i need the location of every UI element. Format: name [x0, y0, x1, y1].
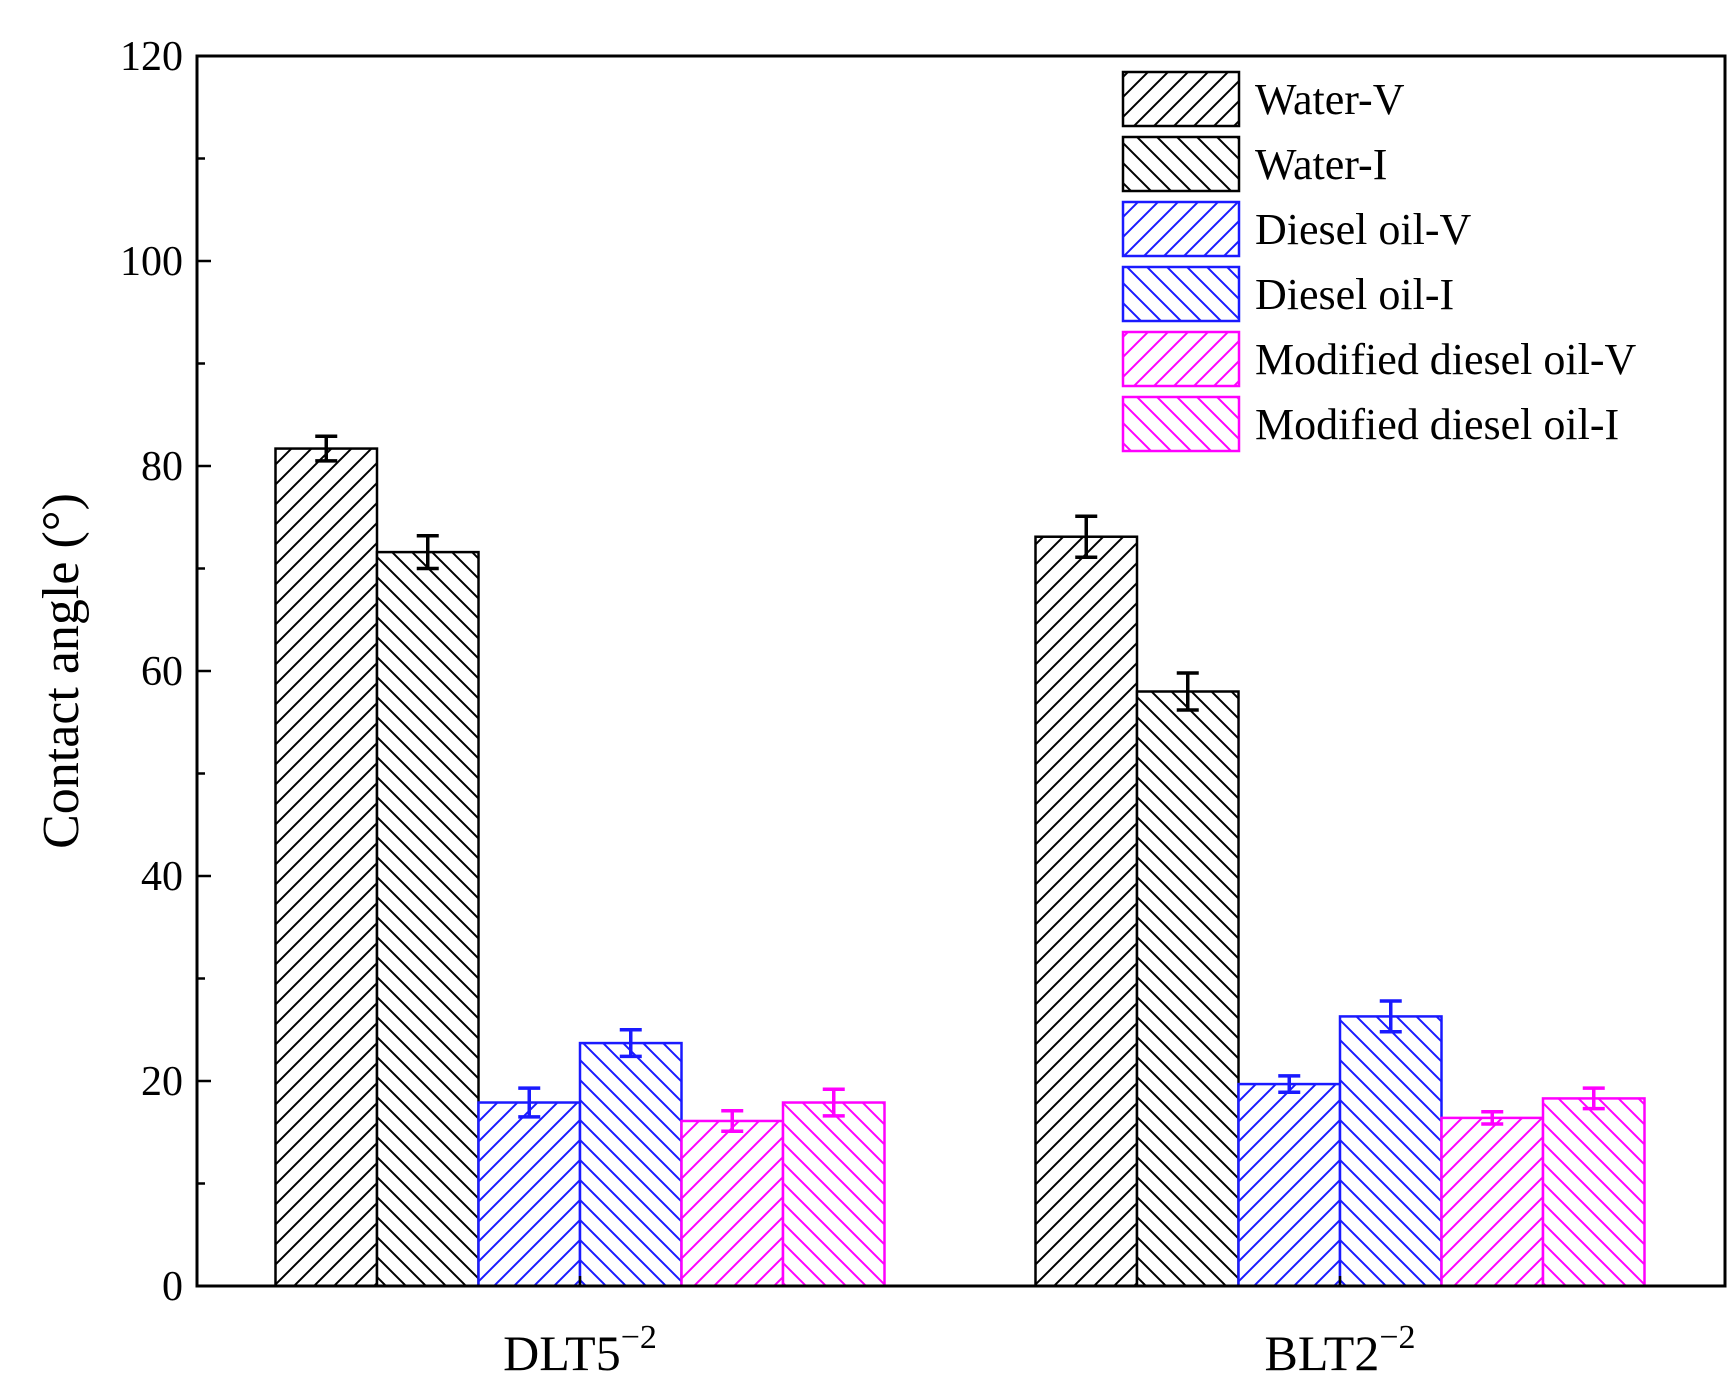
- error-bar-0-3: [619, 1028, 642, 1059]
- y-tick-label: 40: [141, 854, 183, 900]
- legend-swatch: [1121, 265, 1241, 323]
- x-axis: DLT5−2 BLT2−2: [503, 1276, 1416, 1381]
- bar-0-2: [477, 1101, 582, 1288]
- legend-label: Water-V: [1255, 75, 1405, 124]
- x-tick-label: DLT5−2: [503, 1319, 657, 1381]
- bar-1-0: [1034, 535, 1139, 1288]
- legend-label: Modified diesel oil-I: [1255, 400, 1619, 449]
- error-bar-1-4: [1481, 1110, 1504, 1126]
- bar-0-5: [781, 1101, 886, 1288]
- error-bar-1-2: [1278, 1074, 1301, 1095]
- legend-swatch: [1121, 330, 1241, 388]
- y-tick-label: 80: [141, 444, 183, 490]
- bar-0-0: [274, 447, 379, 1288]
- legend-label: Diesel oil-V: [1255, 205, 1472, 254]
- legend: Water-V Water-I Diesel oil-V Diesel oil-I Mo…: [1121, 70, 1636, 453]
- y-tick-label: 120: [120, 34, 183, 80]
- legend-item: Modified diesel oil-V: [1121, 330, 1636, 388]
- error-bar-1-1: [1176, 671, 1199, 712]
- legend-swatch: [1121, 200, 1241, 258]
- legend-item: Diesel oil-I: [1121, 265, 1454, 323]
- bar-0-3: [578, 1041, 683, 1288]
- legend-label: Diesel oil-I: [1255, 270, 1454, 319]
- legend-swatch: [1121, 395, 1241, 453]
- bars-layer: [274, 447, 1646, 1288]
- error-bar-0-4: [721, 1108, 744, 1133]
- x-tick-label: BLT2−2: [1264, 1319, 1415, 1381]
- legend-label: Modified diesel oil-V: [1255, 335, 1636, 384]
- legend-label: Water-I: [1255, 140, 1387, 189]
- error-bar-0-1: [416, 533, 439, 571]
- bar-1-5: [1541, 1097, 1646, 1288]
- error-bar-0-0: [315, 434, 338, 463]
- y-tick-label: 20: [141, 1059, 183, 1105]
- legend-item: Water-I: [1121, 135, 1387, 193]
- bar-0-1: [375, 550, 480, 1288]
- y-tick-label: 0: [162, 1264, 183, 1310]
- y-tick-label: 60: [141, 649, 183, 695]
- legend-item: Water-V: [1121, 70, 1405, 128]
- legend-item: Modified diesel oil-I: [1121, 395, 1619, 453]
- y-axis-label: Contact angle (°): [33, 493, 90, 849]
- legend-swatch: [1121, 135, 1241, 193]
- bar-1-2: [1237, 1082, 1342, 1288]
- error-bars-layer: [315, 434, 1605, 1133]
- error-bar-1-3: [1379, 999, 1402, 1034]
- error-bar-1-5: [1582, 1086, 1605, 1111]
- bar-1-4: [1440, 1116, 1545, 1288]
- y-tick-label: 100: [120, 239, 183, 285]
- error-bar-0-5: [822, 1087, 845, 1118]
- legend-item: Diesel oil-V: [1121, 200, 1472, 258]
- y-axis: 0 20 40 60 80 100 120: [120, 34, 211, 1310]
- bar-0-4: [680, 1119, 785, 1288]
- bar-1-3: [1338, 1015, 1443, 1288]
- legend-swatch: [1121, 70, 1241, 128]
- error-bar-0-2: [518, 1086, 541, 1119]
- error-bar-1-0: [1075, 514, 1098, 559]
- bar-1-1: [1135, 690, 1240, 1288]
